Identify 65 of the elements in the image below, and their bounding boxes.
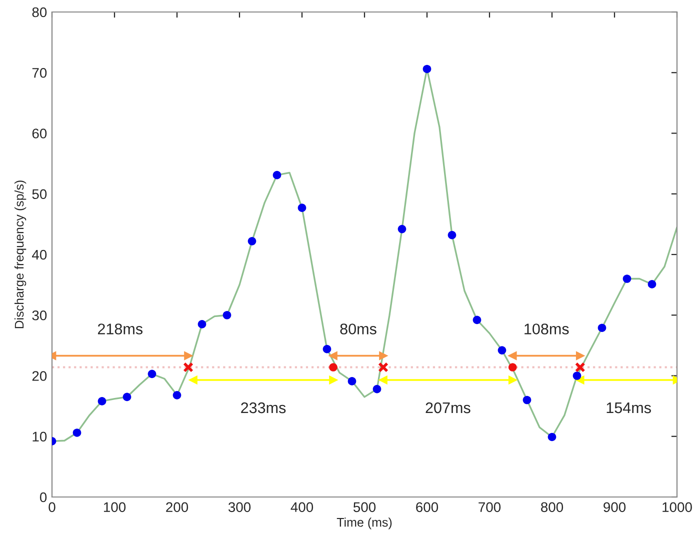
point [298,204,306,212]
point [548,432,556,442]
series-label: 80ms [340,324,376,334]
x-tick-label: 600 [416,502,438,512]
series-label: 233ms [241,402,286,414]
x-tick-label: 900 [604,502,626,512]
point [72,428,82,437]
point [172,390,182,400]
y-tick-label: 20 [32,371,47,381]
point [379,376,388,384]
point [222,310,232,320]
x-tick-label: 0 [48,502,56,512]
point [398,224,406,234]
point [572,372,582,380]
x-tick-label: 300 [228,502,251,512]
y-tick-label: 30 [32,310,47,320]
y-tick-label: 0 [40,492,47,502]
y-tick-label: 70 [32,68,47,78]
point [508,376,517,384]
point [272,170,282,180]
x-tick-label: 400 [290,502,314,512]
point [598,324,606,332]
point [378,362,388,372]
y-tick-label: 60 [32,128,47,138]
y-tick-label: 80 [32,7,47,18]
point [498,346,506,354]
point [508,363,517,372]
x-tick-label: 700 [478,502,501,512]
point [372,384,382,394]
y-tick-label: 40 [32,250,47,260]
point [522,396,532,404]
x-tick-label: 1000 [662,502,692,512]
x-axis-title: Time (ms) [336,518,392,530]
series-label: 207ms [426,402,470,414]
point [508,352,517,360]
series-label: 154ms [606,402,651,414]
point [648,280,656,288]
point [574,362,586,372]
x-tick-label: 500 [353,502,376,512]
point [189,376,198,384]
point [322,344,332,354]
point [472,316,482,324]
point [576,352,584,360]
point [448,230,456,240]
y-tick-label: 50 [32,189,47,200]
point [183,362,194,372]
series-label: 218ms [98,324,143,334]
y-axis-title: Discharge frequency (sp/s) [14,180,26,328]
point [329,352,338,360]
x-tick-label: 800 [541,502,564,512]
x-tick-label: 100 [104,502,126,512]
point [248,236,256,246]
point [198,320,206,328]
point [122,392,132,402]
point [329,376,338,384]
x-tick-label: 200 [166,502,188,512]
series-label: 108ms [524,324,569,334]
y-tick-label: 10 [32,432,47,442]
point [98,397,106,406]
point [422,64,432,74]
point [148,370,156,378]
point [329,363,338,372]
point [622,274,632,283]
point [379,352,388,360]
point [348,377,356,386]
